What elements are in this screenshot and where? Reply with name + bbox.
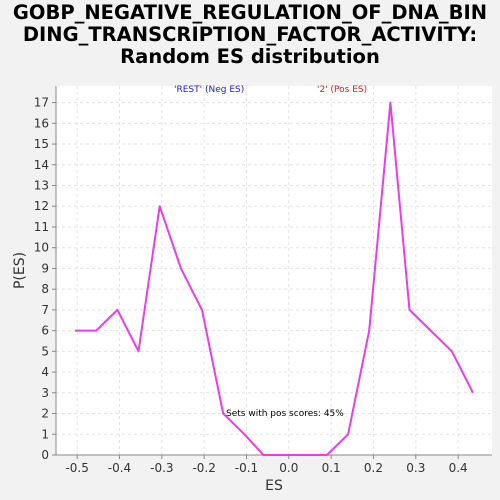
x-tick-label: -0.1 — [235, 461, 258, 475]
chart-title: GOBP_NEGATIVE_REGULATION_OF_DNA_BIN DING… — [0, 2, 500, 68]
legend-entry-neg: 'REST' (Neg ES) — [174, 85, 244, 95]
x-tick-label: -0.3 — [150, 461, 173, 475]
y-tick-label: 10 — [34, 241, 49, 255]
y-tick-label: 14 — [34, 158, 49, 172]
y-tick-label: 12 — [34, 199, 49, 213]
x-tick-label: 0.3 — [406, 461, 425, 475]
x-tick-label: -0.2 — [192, 461, 215, 475]
y-tick-label: 0 — [41, 448, 49, 462]
y-tick-label: 7 — [41, 303, 49, 317]
y-tick-label: 13 — [34, 179, 49, 193]
tick-marks — [52, 102, 459, 459]
y-tick-label: 1 — [41, 427, 49, 441]
y-tick-label: 16 — [34, 116, 49, 130]
y-tick-label: 17 — [34, 96, 49, 110]
x-tick-label: 0.0 — [279, 461, 298, 475]
chart-title-line-3: Random ES distribution — [120, 45, 380, 68]
y-axis-title: P(ES) — [12, 252, 28, 289]
y-tick-label: 15 — [34, 137, 49, 151]
x-tick-label: -0.4 — [108, 461, 131, 475]
es-distribution-line — [75, 101, 474, 456]
x-tick-label: 0.4 — [449, 461, 468, 475]
y-tick-label: 6 — [41, 324, 49, 338]
x-axis-title: ES — [265, 478, 283, 494]
y-tick-label: 2 — [41, 407, 49, 421]
x-tick-label: 0.1 — [322, 461, 341, 475]
pos-score-annotation: Sets with pos scores: 45% — [226, 409, 344, 419]
y-tick-label: 9 — [41, 261, 49, 275]
series-group — [75, 101, 474, 456]
plot-area — [56, 86, 492, 455]
y-tick-label: 5 — [41, 344, 49, 358]
chart-title-line-1: GOBP_NEGATIVE_REGULATION_OF_DNA_BIN — [12, 1, 488, 24]
y-tick-label: 3 — [41, 386, 49, 400]
legend-entry-pos: '2' (Pos ES) — [317, 85, 367, 95]
y-tick-label: 8 — [41, 282, 49, 296]
chart-title-line-2: DING_TRANSCRIPTION_FACTOR_ACTIVITY: — [22, 23, 478, 46]
y-tick-label: 4 — [41, 365, 49, 379]
x-tick-label: -0.5 — [65, 461, 88, 475]
x-tick-label: 0.2 — [364, 461, 383, 475]
y-tick-label: 11 — [34, 220, 49, 234]
